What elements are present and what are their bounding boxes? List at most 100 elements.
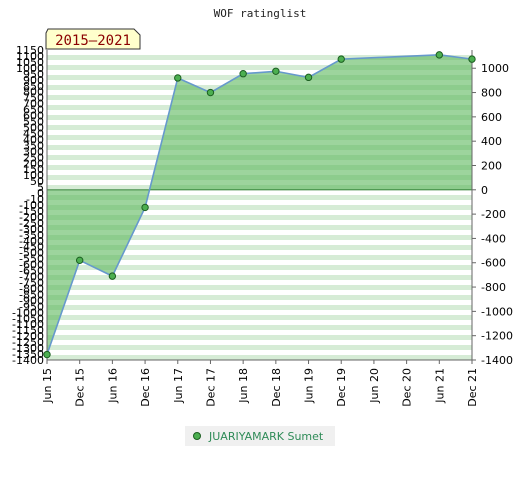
grid-stripe xyxy=(47,350,472,355)
grid-stripe xyxy=(47,275,472,280)
data-point xyxy=(206,88,215,97)
data-point xyxy=(337,55,345,63)
left-tick-label: 850 xyxy=(23,80,44,93)
left-tick-label: -750 xyxy=(19,277,44,290)
left-tick-label: 5 xyxy=(37,181,44,194)
grid-stripe xyxy=(47,315,472,320)
grid-stripe xyxy=(47,305,472,310)
x-tick-label: Jun 20 xyxy=(368,368,381,404)
left-tick-label: 250 xyxy=(23,151,44,164)
grid-stripe xyxy=(47,320,472,325)
left-tick-label: 0 xyxy=(37,187,44,200)
grid-stripe xyxy=(47,280,472,285)
grid-stripe xyxy=(47,235,472,240)
left-tick-label: -10 xyxy=(26,193,44,206)
grid-stripe xyxy=(47,245,472,250)
x-tick-label: Jun 21 xyxy=(433,368,446,404)
left-tick-label: -1150 xyxy=(12,324,44,337)
left-tick-label: -600 xyxy=(19,259,44,272)
grid-stripe xyxy=(47,65,472,70)
grid-stripe xyxy=(47,200,472,205)
left-tick-label: -350 xyxy=(19,229,44,242)
left-y-axis: 1150110010501000950900850800750700650600… xyxy=(12,44,48,367)
x-tick-label: Jun 19 xyxy=(303,368,316,404)
left-tick-label: 150 xyxy=(23,163,44,176)
grid-stripe xyxy=(47,295,472,300)
left-tick-label: -1100 xyxy=(12,318,44,331)
left-tick-label: -100 xyxy=(19,199,44,212)
grid-stripe xyxy=(47,300,472,305)
left-tick-label: -700 xyxy=(19,271,44,284)
left-tick-label: 1000 xyxy=(16,62,44,75)
data-point xyxy=(272,67,280,75)
grid-stripe xyxy=(47,210,472,215)
grid-stripe xyxy=(47,240,472,245)
grid-stripe xyxy=(47,285,472,290)
left-tick-label: 350 xyxy=(23,139,44,152)
data-point xyxy=(174,74,182,82)
grid-stripe xyxy=(47,330,472,335)
grid-stripe xyxy=(47,220,472,225)
grid-stripe xyxy=(47,215,472,220)
left-tick-label: 950 xyxy=(23,68,44,81)
right-tick-label: -1400 xyxy=(481,354,513,367)
grid-stripe xyxy=(47,255,472,260)
grid-stripe xyxy=(47,265,472,270)
left-tick-label: 450 xyxy=(23,127,44,140)
left-tick-label: 800 xyxy=(23,86,44,99)
period-badge: 2015–2021 xyxy=(45,28,141,50)
left-tick-label: 1100 xyxy=(16,50,44,63)
left-tick-label: 300 xyxy=(23,145,44,158)
right-tick-label: -400 xyxy=(481,232,506,245)
x-tick-label: Dec 21 xyxy=(466,368,479,407)
data-point xyxy=(108,272,117,280)
x-tick-label: Jun 17 xyxy=(172,368,185,404)
grid-stripe xyxy=(47,340,472,345)
x-tick-label: Dec 18 xyxy=(270,368,283,407)
data-point xyxy=(239,70,247,78)
legend: JUARIYAMARK Sumet xyxy=(185,426,335,446)
right-tick-label: 600 xyxy=(481,111,502,124)
grid-stripe xyxy=(47,225,472,230)
left-tick-label: -300 xyxy=(19,223,44,236)
grid-stripe xyxy=(47,335,472,340)
left-tick-label: 700 xyxy=(23,98,44,111)
left-tick-label: -950 xyxy=(19,300,44,313)
grid-stripe xyxy=(47,325,472,330)
right-y-axis: 1000 800 600 400 200 0 -200 -400 -600 -800 -1000 -1… xyxy=(471,50,513,367)
right-tick-label: 200 xyxy=(481,159,502,172)
right-tick-label: 0 xyxy=(481,184,488,197)
left-tick-label: 200 xyxy=(23,157,44,170)
data-point xyxy=(304,73,313,82)
x-tick-label: Jun 18 xyxy=(237,368,250,404)
grid-stripe xyxy=(47,50,472,55)
grid-stripe xyxy=(47,205,472,210)
grid-stripe xyxy=(47,195,472,200)
grid-stripe xyxy=(47,290,472,295)
right-tick-label: 800 xyxy=(481,87,502,100)
x-tick-label: Dec 16 xyxy=(139,368,152,407)
x-tick-label: Jun 15 xyxy=(41,368,54,404)
right-tick-label: -800 xyxy=(481,281,506,294)
left-tick-label: -200 xyxy=(19,211,44,224)
right-tick-label: -600 xyxy=(481,257,506,270)
left-tick-label: 900 xyxy=(23,74,44,87)
left-tick-label: -650 xyxy=(19,265,44,278)
grid-stripe xyxy=(47,355,472,360)
left-tick-label: 650 xyxy=(23,104,44,117)
left-tick-label: -850 xyxy=(19,288,44,301)
left-tick-label: -1050 xyxy=(12,312,44,325)
left-tick-label: 600 xyxy=(23,110,44,123)
period-badge-label: 2015–2021 xyxy=(55,33,131,49)
data-point xyxy=(435,51,444,59)
legend-box xyxy=(185,426,335,446)
left-tick-label: 500 xyxy=(23,122,44,135)
left-tick-label: -800 xyxy=(19,282,44,295)
left-tick-label: 750 xyxy=(23,92,44,105)
left-tick-label: -250 xyxy=(19,217,44,230)
right-tick-label: 400 xyxy=(481,135,502,148)
left-tick-label: -900 xyxy=(19,294,44,307)
grid-stripe xyxy=(47,230,472,235)
left-tick-label: 550 xyxy=(23,116,44,129)
right-tick-label: 1000 xyxy=(481,62,509,75)
